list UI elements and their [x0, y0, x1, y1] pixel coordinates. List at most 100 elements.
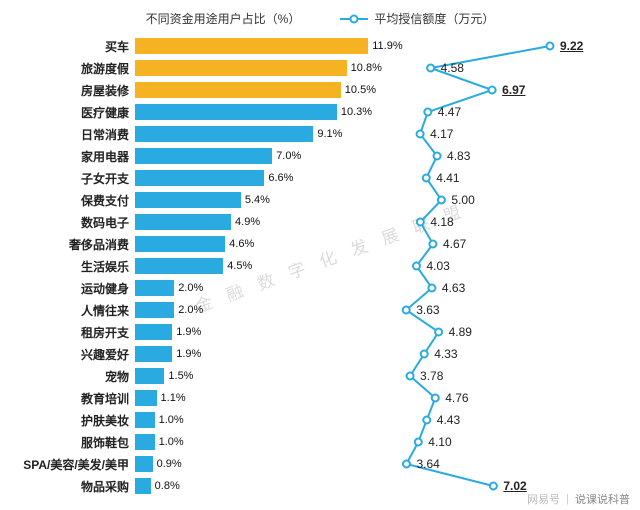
credit-value: 4.83	[447, 149, 470, 163]
data-row: 护肤美妆 1.0%	[0, 409, 640, 431]
bar	[135, 82, 341, 98]
data-row: 生活娱乐 4.5%	[0, 255, 640, 277]
bar-value: 6.6%	[264, 170, 293, 186]
category-label: 租房开支	[0, 324, 135, 341]
credit-value: 4.18	[430, 215, 453, 229]
bar	[135, 236, 225, 252]
credit-value: 5.00	[451, 193, 474, 207]
bar	[135, 456, 153, 472]
bar-value: 4.6%	[225, 236, 254, 252]
bar-cell: 2.0%	[135, 302, 380, 318]
credit-value: 4.17	[430, 127, 453, 141]
data-row: 运动健身 2.0%	[0, 277, 640, 299]
bar-cell: 2.0%	[135, 280, 380, 296]
bar-cell: 4.5%	[135, 258, 380, 274]
data-row: 数码电子4.9%	[0, 211, 640, 233]
bar-value: 9.1%	[313, 126, 342, 142]
category-label: 护肤美妆	[0, 412, 135, 429]
bar-cell: 0.8%	[135, 478, 380, 494]
legend-bars: 不同资金用途用户占比（%）	[146, 10, 301, 27]
credit-value: 4.10	[428, 435, 451, 449]
bar-cell: 4.9%	[135, 214, 380, 230]
footer: 网易号 | 说课说科普	[527, 491, 630, 507]
credit-value: 3.64	[416, 457, 439, 471]
bar	[135, 214, 231, 230]
credit-value: 4.76	[445, 391, 468, 405]
bar-value: 1.9%	[172, 324, 201, 340]
bar-cell: 10.3%	[135, 104, 380, 120]
bar-cell: 5.4%	[135, 192, 380, 208]
bar-value: 0.8%	[151, 478, 180, 494]
bar-value: 11.9%	[368, 38, 402, 54]
bar-cell: 1.9%	[135, 346, 380, 362]
chart-root: 不同资金用途用户占比（%） 平均授信额度（万元） 金融数字化发展联盟 买车11.…	[0, 0, 640, 510]
category-label: 房屋装修	[0, 82, 135, 99]
credit-value: 4.03	[426, 259, 449, 273]
bar-value: 10.8%	[347, 60, 382, 76]
bar	[135, 280, 174, 296]
legend: 不同资金用途用户占比（%） 平均授信额度（万元）	[0, 10, 640, 27]
bar-value: 10.3%	[337, 104, 372, 120]
category-label: 宠物	[0, 368, 135, 385]
category-label: 兴趣爱好	[0, 346, 135, 363]
bar-cell: 10.5%	[135, 82, 380, 98]
bar	[135, 258, 223, 274]
data-row: 医疗健康 10.3%	[0, 101, 640, 123]
category-label: 日常消费	[0, 126, 135, 143]
bar	[135, 478, 151, 494]
data-row: 房屋装修10.5%	[0, 79, 640, 101]
bar-value: 5.4%	[241, 192, 270, 208]
bar-cell: 1.0%	[135, 412, 380, 428]
data-row: 家用电器7.0%	[0, 145, 640, 167]
bar	[135, 148, 272, 164]
bar	[135, 126, 313, 142]
category-label: 买车	[0, 38, 135, 55]
credit-value: 4.89	[449, 325, 472, 339]
category-label: 运动健身	[0, 280, 135, 297]
bar-cell: 4.6%	[135, 236, 380, 252]
category-label: 物品采购	[0, 478, 135, 495]
bar	[135, 368, 164, 384]
credit-value: 4.47	[438, 105, 461, 119]
bar	[135, 104, 337, 120]
legend-line-label: 平均授信额度（万元）	[374, 10, 494, 27]
bar	[135, 38, 368, 54]
data-row: 子女开支 6.6%	[0, 167, 640, 189]
category-label: 生活娱乐	[0, 258, 135, 275]
bar-cell: 1.9%	[135, 324, 380, 340]
legend-line-icon	[340, 13, 368, 25]
bar-cell: 1.1%	[135, 390, 380, 406]
category-label: 家用电器	[0, 148, 135, 165]
bar-value: 1.0%	[155, 412, 184, 428]
data-row: 买车 11.9%	[0, 35, 640, 57]
credit-value: 4.58	[441, 61, 464, 75]
category-label: SPA/美容/美发/美甲	[0, 456, 135, 473]
data-row: 兴趣爱好1.9%	[0, 343, 640, 365]
category-label: 服饰鞋包	[0, 434, 135, 451]
data-row: 奢侈品消费 4.6%	[0, 233, 640, 255]
bar-value: 4.5%	[223, 258, 252, 274]
data-row: 日常消费 9.1%	[0, 123, 640, 145]
bar	[135, 60, 347, 76]
category-label: 子女开支	[0, 170, 135, 187]
data-row: 服饰鞋包1.0%	[0, 431, 640, 453]
bar-value: 1.1%	[157, 390, 186, 406]
bar-cell: 9.1%	[135, 126, 380, 142]
category-label: 旅游度假	[0, 60, 135, 77]
bar-value: 2.0%	[174, 302, 203, 318]
data-row: 宠物1.5%	[0, 365, 640, 387]
credit-value: 4.43	[437, 413, 460, 427]
credit-value: 3.78	[420, 369, 443, 383]
bar-cell: 0.9%	[135, 456, 380, 472]
category-label: 医疗健康	[0, 104, 135, 121]
bar-cell: 7.0%	[135, 148, 380, 164]
legend-bars-label: 不同资金用途用户占比（%）	[146, 10, 301, 27]
bar-cell: 1.0%	[135, 434, 380, 450]
bar	[135, 346, 172, 362]
category-label: 奢侈品消费	[0, 236, 135, 253]
data-row: 教育培训1.1%	[0, 387, 640, 409]
data-row: 旅游度假 10.8%	[0, 57, 640, 79]
bar	[135, 302, 174, 318]
bar-cell: 6.6%	[135, 170, 380, 186]
bar-value: 2.0%	[174, 280, 203, 296]
